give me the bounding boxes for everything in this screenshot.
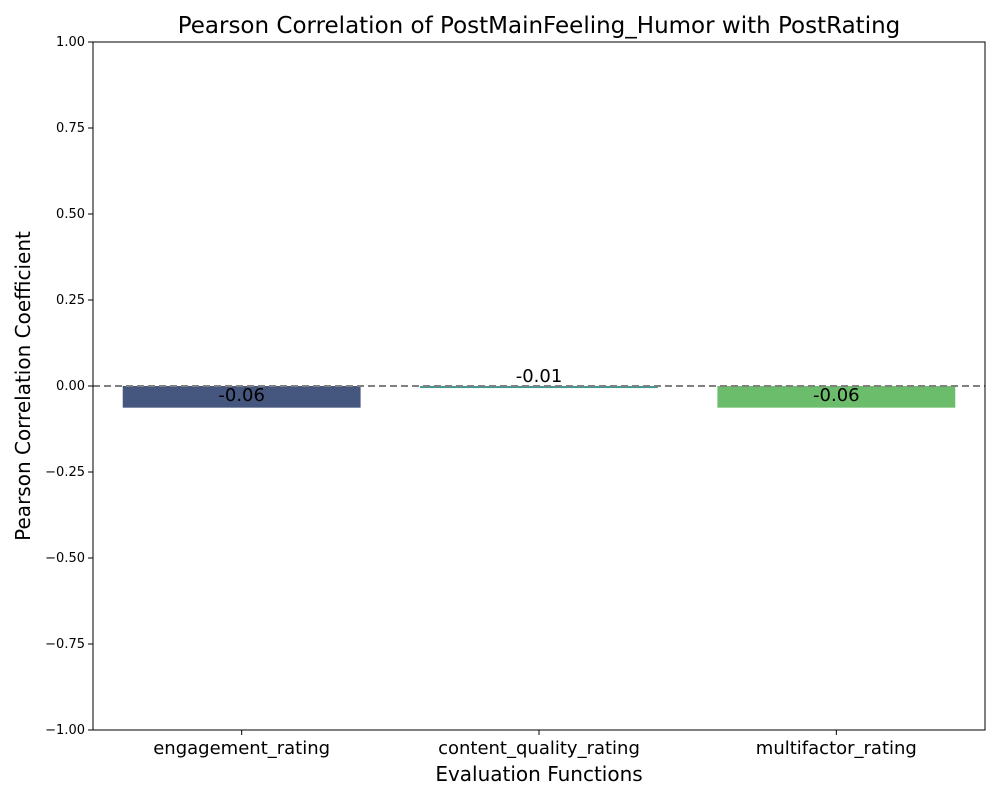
data-label: -0.06 (813, 385, 860, 406)
y-tick-label: 1.00 (56, 35, 85, 50)
plot-frame (92, 41, 986, 731)
data-labels-layer: -0.06 -0.01 -0.06 (218, 366, 859, 406)
x-axis-label: Evaluation Functions (435, 762, 642, 786)
y-tick-label: 0.50 (56, 207, 85, 222)
y-tick-label: −0.75 (45, 637, 85, 652)
y-axis: 1.00 0.75 0.50 0.25 0.00 −0.25 −0.50 −0.75 −1.00 (45, 35, 93, 738)
bars-layer (122, 386, 956, 408)
bar-multifactor-rating (717, 386, 956, 408)
y-axis-label: Pearson Correlation Coefficient (11, 231, 35, 541)
bar-content-quality-rating (420, 386, 658, 389)
y-tick-label: −0.50 (45, 551, 85, 566)
y-tick-label: −1.00 (45, 723, 85, 738)
chart-title: Pearson Correlation of PostMainFeeling_H… (178, 13, 901, 39)
y-tick-label: 0.00 (56, 379, 85, 394)
x-axis: engagement_rating content_quality_rating m… (153, 730, 917, 759)
y-tick-label: 0.75 (56, 121, 85, 136)
y-tick-label: 0.25 (56, 293, 85, 308)
data-label: -0.06 (218, 385, 265, 406)
x-tick-label: multifactor_rating (756, 738, 917, 759)
y-tick-label: −0.25 (45, 465, 85, 480)
x-tick-label: content_quality_rating (438, 738, 640, 759)
x-tick-label: engagement_rating (153, 738, 330, 759)
bar-engagement-rating (122, 386, 361, 408)
data-label: -0.01 (516, 366, 563, 387)
